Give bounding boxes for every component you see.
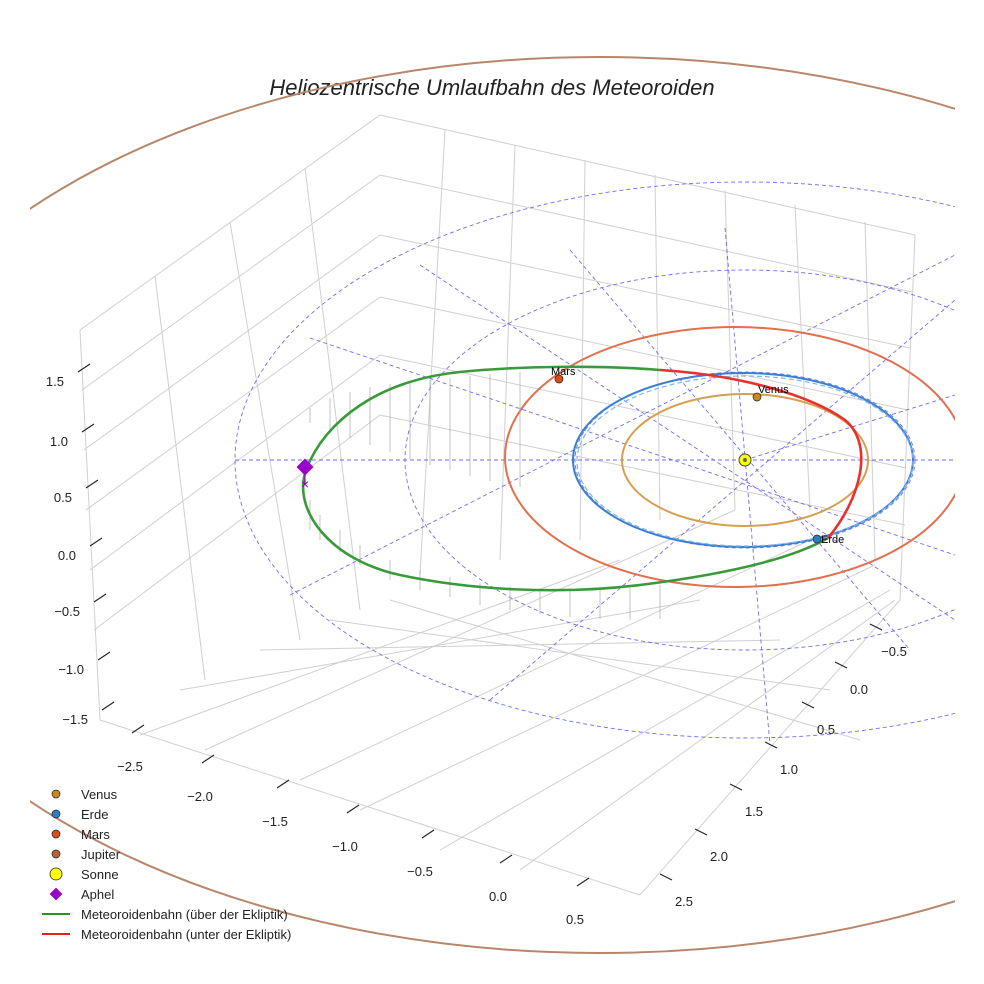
y-tick-mark [729, 783, 743, 791]
legend-label: Meteoroidenbahn (unter der Ekliptik) [81, 927, 291, 942]
z-tick-mark [93, 593, 107, 603]
y-tick-label: 1.5 [745, 804, 763, 819]
chart-title: Heliozentrische Umlaufbahn des Meteoroid… [269, 75, 714, 100]
x-tick-mark [276, 779, 290, 789]
earth-orbit-shadow [576, 375, 914, 547]
x-tick-mark [131, 724, 145, 734]
x-tick-mark [201, 754, 215, 764]
x-tick-label: −1.0 [332, 839, 358, 854]
earth-marker [812, 534, 822, 544]
venus-orbit [621, 393, 869, 527]
x-tick-label: −2.5 [117, 759, 143, 774]
aphel-marker [296, 458, 314, 476]
y-tick-mark [659, 873, 673, 881]
y-axis: −0.5 0.0 0.5 1.0 1.5 2.0 2.5 [659, 623, 907, 909]
y-tick-mark [764, 741, 778, 749]
axes-grid [79, 114, 916, 896]
x-tick-label: −2.0 [187, 789, 213, 804]
y-tick-mark [801, 701, 815, 709]
aphel-projection-marker: × [301, 476, 309, 492]
legend: Venus Erde Mars Jupiter Sonne Aphel Meteoroide… [42, 787, 291, 942]
y-tick-label: 2.0 [710, 849, 728, 864]
y-tick-label: 0.5 [817, 722, 835, 737]
legend-label: Mars [81, 827, 110, 842]
x-axis: −2.5 −2.0 −1.5 −1.0 −0.5 0.0 0.5 [117, 724, 590, 927]
z-tick-mark [89, 537, 103, 547]
sun-center [743, 458, 747, 462]
earth-label: Erde [821, 534, 844, 546]
x-tick-label: 0.0 [489, 889, 507, 904]
z-tick-mark [81, 423, 95, 433]
meteoroid-orbit-below [659, 368, 863, 539]
venus-marker [752, 392, 762, 402]
legend-label: Venus [81, 787, 118, 802]
legend-label: Jupiter [81, 847, 121, 862]
ecliptic-reference-grid [234, 181, 955, 746]
x-tick-mark [346, 804, 360, 814]
x-tick-mark [576, 877, 590, 887]
y-tick-mark [694, 828, 708, 836]
legend-swatch [51, 789, 61, 799]
y-tick-label: 1.0 [780, 762, 798, 777]
z-tick-mark [85, 479, 99, 489]
legend-swatch [51, 829, 61, 839]
y-tick-label: 0.0 [850, 682, 868, 697]
x-tick-mark [421, 829, 435, 839]
x-tick-label: −1.5 [262, 814, 288, 829]
mars-label: Mars [551, 366, 576, 378]
x-tick-mark [499, 854, 513, 864]
z-axis: 1.5 1.0 0.5 0.0 −0.5 −1.0 −1.5 [46, 363, 115, 727]
jupiter-orbit [30, 56, 955, 954]
z-tick-label: 0.0 [58, 548, 76, 563]
legend-swatch [49, 867, 63, 881]
mars-orbit [504, 326, 955, 588]
z-tick-label: −0.5 [54, 604, 80, 619]
legend-swatch [51, 849, 61, 859]
y-tick-mark [869, 623, 883, 631]
meteoroid-orbit-above [301, 365, 829, 592]
venus-label: Venus [758, 384, 789, 396]
z-tick-label: 0.5 [54, 490, 72, 505]
z-tick-mark [77, 363, 91, 373]
legend-swatch [49, 887, 63, 901]
legend-swatch [51, 809, 61, 819]
z-tick-label: 1.0 [50, 434, 68, 449]
legend-label: Aphel [81, 887, 114, 902]
mars-marker [554, 374, 564, 384]
z-tick-label: −1.5 [62, 712, 88, 727]
x-tick-label: −0.5 [407, 864, 433, 879]
z-tick-mark [97, 651, 111, 661]
legend-label: Meteoroidenbahn (über der Ekliptik) [81, 907, 288, 922]
earth-orbit [572, 372, 914, 548]
y-tick-label: −0.5 [881, 644, 907, 659]
meteoroid-drop-lines [309, 372, 661, 620]
y-tick-label: 2.5 [675, 894, 693, 909]
legend-label: Sonne [81, 867, 119, 882]
z-tick-mark [101, 701, 115, 711]
y-tick-mark [834, 661, 848, 669]
x-tick-label: 0.5 [566, 912, 584, 927]
legend-label: Erde [81, 807, 108, 822]
z-tick-label: 1.5 [46, 374, 64, 389]
z-tick-label: −1.0 [58, 662, 84, 677]
